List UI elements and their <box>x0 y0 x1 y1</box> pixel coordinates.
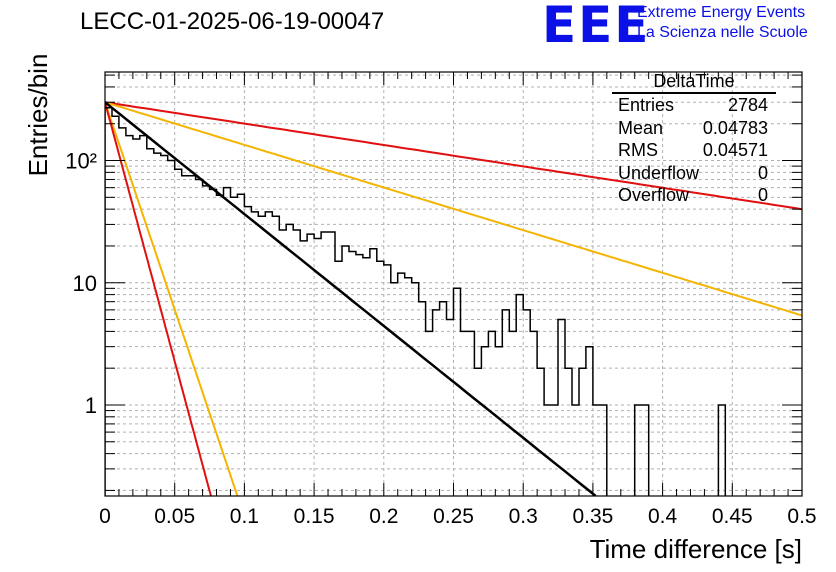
x-tick-label: 0.15 <box>294 505 335 528</box>
stats-label: RMS <box>618 140 658 160</box>
stats-box: DeltaTime Entries 2784 Mean 0.04783 RMS … <box>612 70 776 207</box>
reference-curve <box>105 101 802 317</box>
logo-line-1: Extreme Energy Events <box>637 4 806 21</box>
reference-curve <box>105 101 802 211</box>
x-tick-label: 0.45 <box>712 505 753 528</box>
chart-title: LECC-01-2025-06-19-00047 <box>80 8 385 35</box>
reference-curves <box>105 101 802 496</box>
logo-line-2: La Scienza nelle Scuole <box>637 24 808 41</box>
stats-label: Underflow <box>618 162 700 183</box>
x-axis: 0 0.05 0.1 0.15 0.2 0.25 0.3 0.35 0.4 0.45 0.5 <box>99 72 817 528</box>
x-tick-label: 0.2 <box>369 505 398 528</box>
y-tick-label: 10 <box>73 271 97 296</box>
y-tick-label: 10² <box>65 149 97 174</box>
reference-curve <box>105 101 212 496</box>
stats-row-rms: RMS 0.04571 <box>612 139 776 162</box>
y-tick-label: 1 <box>85 393 97 418</box>
x-tick-label: 0 <box>99 505 111 528</box>
stats-value: 2784 <box>727 95 768 115</box>
x-tick-label: 0.3 <box>509 505 538 528</box>
eee-logo-text: Extreme Energy Events La Scienza nelle S… <box>637 3 808 43</box>
x-tick-label: 0.35 <box>572 505 613 528</box>
stats-label: Mean <box>618 117 664 138</box>
exponential-fit <box>105 101 597 496</box>
y-axis-label: Entries/bin <box>23 53 53 177</box>
stats-row-underflow: Underflow 0 <box>612 162 776 185</box>
stats-value: 0 <box>757 185 768 205</box>
stats-value: 0.04783 <box>702 117 768 138</box>
stats-row-entries: Entries 2784 <box>612 94 776 117</box>
stats-value: 0 <box>757 162 768 183</box>
stats-value: 0.04571 <box>702 140 768 160</box>
x-tick-label: 0.4 <box>648 505 678 528</box>
stats-row-mean: Mean 0.04783 <box>612 117 776 140</box>
y-axis: 1 10 10² <box>65 74 802 491</box>
stats-row-overflow: Overflow 0 <box>612 184 776 207</box>
stats-label: Overflow <box>618 185 690 205</box>
eee-logo: EEE <box>542 0 651 54</box>
x-tick-label: 0.05 <box>154 505 195 528</box>
x-tick-label: 0.1 <box>230 505 259 528</box>
x-tick-label: 0.25 <box>433 505 474 528</box>
reference-curve <box>105 101 239 496</box>
stats-label: Entries <box>618 95 675 115</box>
x-tick-label: 0.5 <box>787 505 816 528</box>
stats-title: DeltaTime <box>612 70 776 94</box>
x-axis-label: Time difference [s] <box>589 534 802 564</box>
fit-line <box>105 101 597 496</box>
